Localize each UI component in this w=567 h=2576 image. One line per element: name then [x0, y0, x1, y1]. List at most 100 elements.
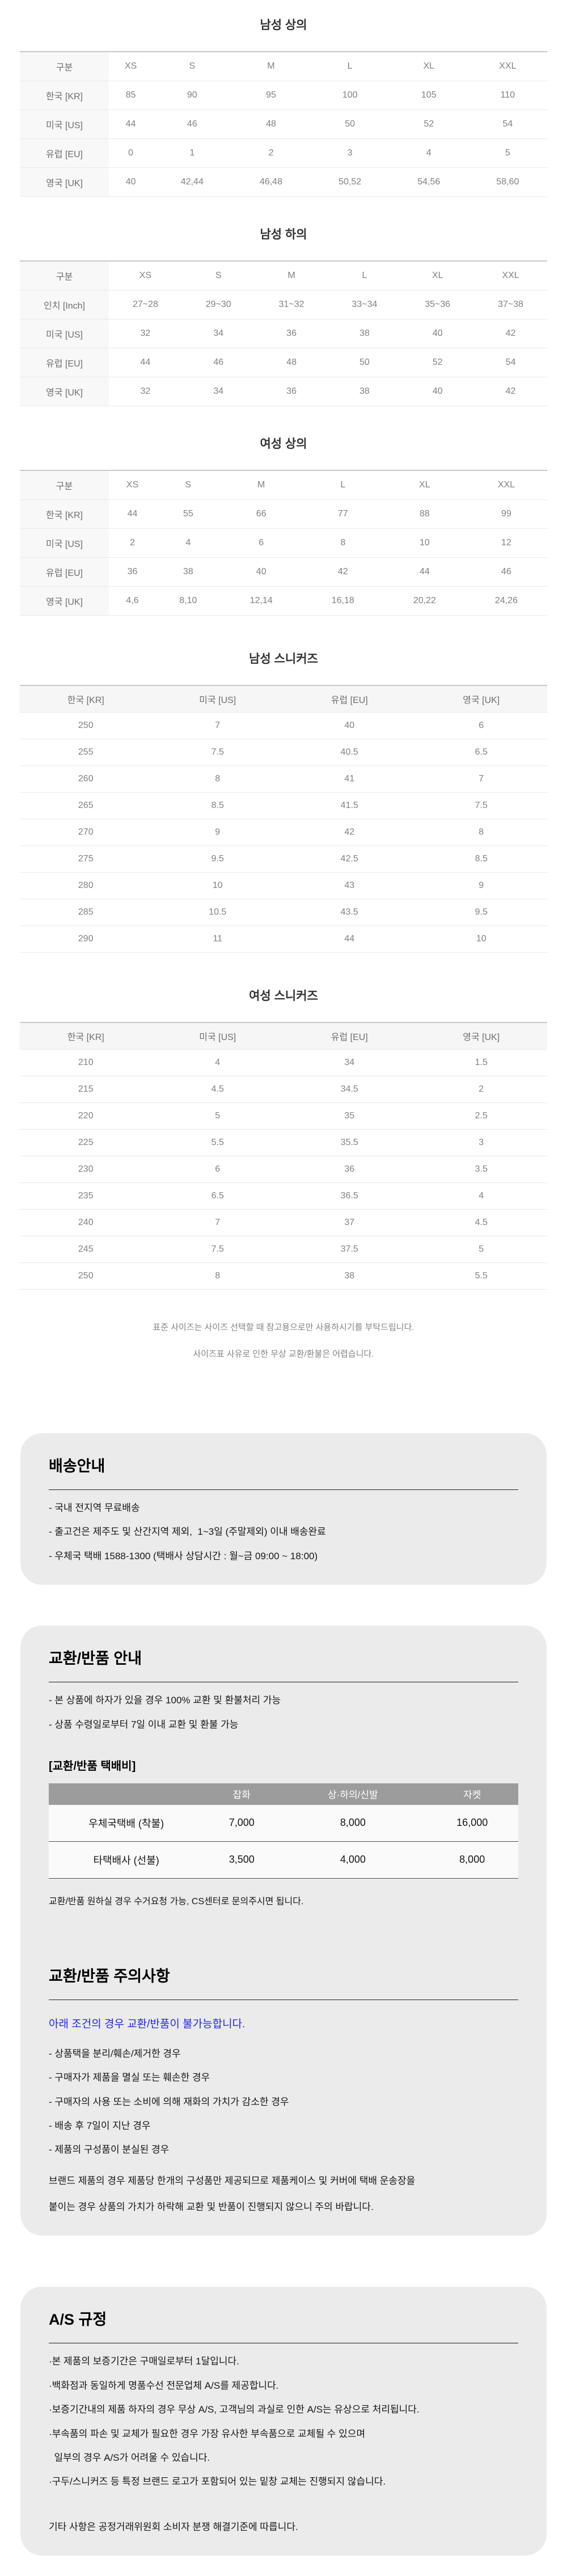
- size-value: 220: [20, 1102, 152, 1130]
- size-value: 8: [151, 765, 284, 793]
- size-table-section: 여성 상의 구분 XS S M L XL XXL 한국 [KR] 44 55 66 77 88 99 미국 […: [0, 435, 567, 616]
- table-header-row: 구분 XS S M L XL XXL: [20, 470, 547, 500]
- size-value: 54: [468, 110, 547, 139]
- size-value: 42: [284, 819, 416, 846]
- column-header: M: [231, 52, 311, 81]
- size-value: 7.5: [151, 739, 284, 766]
- size-value: 36.5: [284, 1182, 416, 1210]
- size-value: 3: [415, 1129, 547, 1156]
- size-value: 48: [231, 110, 311, 139]
- size-value: 10: [415, 925, 547, 953]
- fee-column-header: 상·하의/신발: [280, 1783, 426, 1805]
- size-value: 260: [20, 765, 152, 793]
- exchange-items: - 본 상품에 하자가 있을 경우 100% 교환 및 환불처리 가능 - 상품 …: [49, 1695, 518, 1731]
- row-label: 영국 [UK]: [20, 586, 109, 616]
- size-value: 35: [284, 1102, 416, 1130]
- table-row: 한국 [KR] 85 90 95 100 105 110: [20, 81, 547, 110]
- size-value: 5.5: [151, 1129, 284, 1156]
- size-value: 7: [415, 765, 547, 793]
- size-note-line: 사이즈표 사유로 인한 무상 교환/환불은 어렵습니다.: [193, 1349, 374, 1359]
- shipping-items: - 국내 전지역 무료배송 - 출고건은 제주도 및 산간지역 제외, 1~3일 …: [49, 1502, 518, 1562]
- size-value: 34: [284, 1049, 416, 1076]
- column-header: S: [153, 52, 232, 81]
- column-header: XXL: [468, 52, 547, 81]
- size-value: 235: [20, 1182, 152, 1210]
- column-header: 한국 [KR]: [20, 685, 152, 713]
- as-items: ·본 제품의 보증기간은 구매일로부터 1달입니다. ·백화점과 동일하게 명품수…: [49, 2356, 518, 2487]
- size-value: 275: [20, 845, 152, 873]
- size-value: 85: [109, 81, 153, 110]
- size-value: 33~34: [328, 290, 401, 319]
- table-row: 한국 [KR] 44 55 66 77 88 99: [20, 499, 547, 529]
- column-header: XS: [109, 261, 182, 291]
- size-value: 4.5: [415, 1209, 547, 1236]
- table-row: 220 5 35 2.5: [20, 1102, 547, 1130]
- size-value: 40: [220, 557, 302, 587]
- row-label: 영국 [UK]: [20, 377, 109, 406]
- column-header: 미국 [US]: [151, 1022, 284, 1050]
- size-table-section: 남성 상의 구분 XS S M L XL XXL 한국 [KR] 85 90 95 100 105 110 미…: [0, 16, 567, 197]
- size-value: 52: [389, 110, 468, 139]
- size-value: 5.5: [415, 1262, 547, 1290]
- size-value: 270: [20, 819, 152, 846]
- table-row: 210 4 34 1.5: [20, 1049, 547, 1076]
- table-row: 미국 [US] 44 46 48 50 52 54: [20, 110, 547, 139]
- row-label: 인치 [Inch]: [20, 290, 109, 319]
- size-value: 42: [474, 377, 547, 406]
- table-title: 남성 스니커즈: [249, 653, 318, 666]
- as-item: ·백화점과 동일하게 명품수선 전문업체 A/S를 제공합니다.: [49, 2380, 279, 2391]
- size-value: 31~32: [255, 290, 328, 319]
- size-value: 32: [109, 377, 182, 406]
- column-header: S: [156, 470, 221, 500]
- size-value: 38: [284, 1262, 416, 1290]
- size-value: 6.5: [415, 739, 547, 766]
- table-row: 유럽 [EU] 36 38 40 42 44 46: [20, 557, 547, 587]
- size-value: 36: [284, 1156, 416, 1183]
- caution-paragraph-line: 붙이는 경우 상품의 가치가 하락해 교환 및 반품이 진행되지 않으니 주의 …: [49, 2202, 374, 2213]
- size-value: 88: [383, 499, 466, 529]
- size-value: 41: [284, 765, 416, 793]
- size-value: 285: [20, 899, 152, 926]
- size-value: 8: [151, 1262, 284, 1290]
- shipping-title: 배송안내: [49, 1458, 105, 1475]
- size-value: 32: [109, 319, 182, 348]
- size-value: 10: [383, 528, 466, 558]
- column-header: 영국 [UK]: [415, 1022, 547, 1050]
- row-label: 한국 [KR]: [20, 499, 109, 529]
- size-value: 37: [284, 1209, 416, 1236]
- size-value: 9.5: [151, 845, 284, 873]
- size-value: 44: [284, 925, 416, 953]
- size-value: 2: [231, 138, 311, 168]
- column-header: M: [255, 261, 328, 291]
- column-header: 한국 [KR]: [20, 1022, 152, 1050]
- size-value: 12: [465, 528, 547, 558]
- table-row: 245 7.5 37.5 5: [20, 1236, 547, 1263]
- size-value: 54: [474, 348, 547, 377]
- fee-table: 잡화 상·하의/신발 자켓 우체국택배 (착불) 7,000 8,000 16,000 타택배…: [49, 1783, 518, 1879]
- size-value: 29~30: [181, 290, 255, 319]
- size-value: 50,52: [310, 167, 390, 197]
- fee-row-label: 타택배사 (선불): [49, 1841, 204, 1879]
- size-tables-container: 남성 상의 구분 XS S M L XL XXL 한국 [KR] 85 90 95 100 105 110 미…: [0, 16, 567, 616]
- fee-table-title: [교환/반품 택배비]: [49, 1760, 136, 1773]
- size-value: 100: [310, 81, 390, 110]
- column-header: S: [181, 261, 255, 291]
- table-row: 260 8 41 7: [20, 765, 547, 793]
- size-value: 37.5: [284, 1236, 416, 1263]
- size-value: 42.5: [284, 845, 416, 873]
- caution-highlight: 아래 조건의 경우 교환/반품이 불가능합니다.: [49, 2018, 246, 2030]
- shipping-item: - 국내 전지역 무료배송: [49, 1502, 140, 1513]
- column-header: 영국 [UK]: [415, 685, 547, 713]
- fee-value: 16,000: [426, 1804, 518, 1842]
- as-title: A/S 규정: [49, 2311, 107, 2329]
- size-value: 42: [302, 557, 384, 587]
- size-value: 36: [255, 377, 328, 406]
- row-label: 미국 [US]: [20, 319, 109, 348]
- table-title: 남성 상의: [260, 19, 307, 32]
- column-header: XL: [383, 470, 466, 500]
- size-value: 240: [20, 1209, 152, 1236]
- size-value: 42,44: [153, 167, 232, 197]
- size-value: 8: [415, 819, 547, 846]
- fee-table-header-row: 잡화 상·하의/신발 자켓: [49, 1783, 518, 1805]
